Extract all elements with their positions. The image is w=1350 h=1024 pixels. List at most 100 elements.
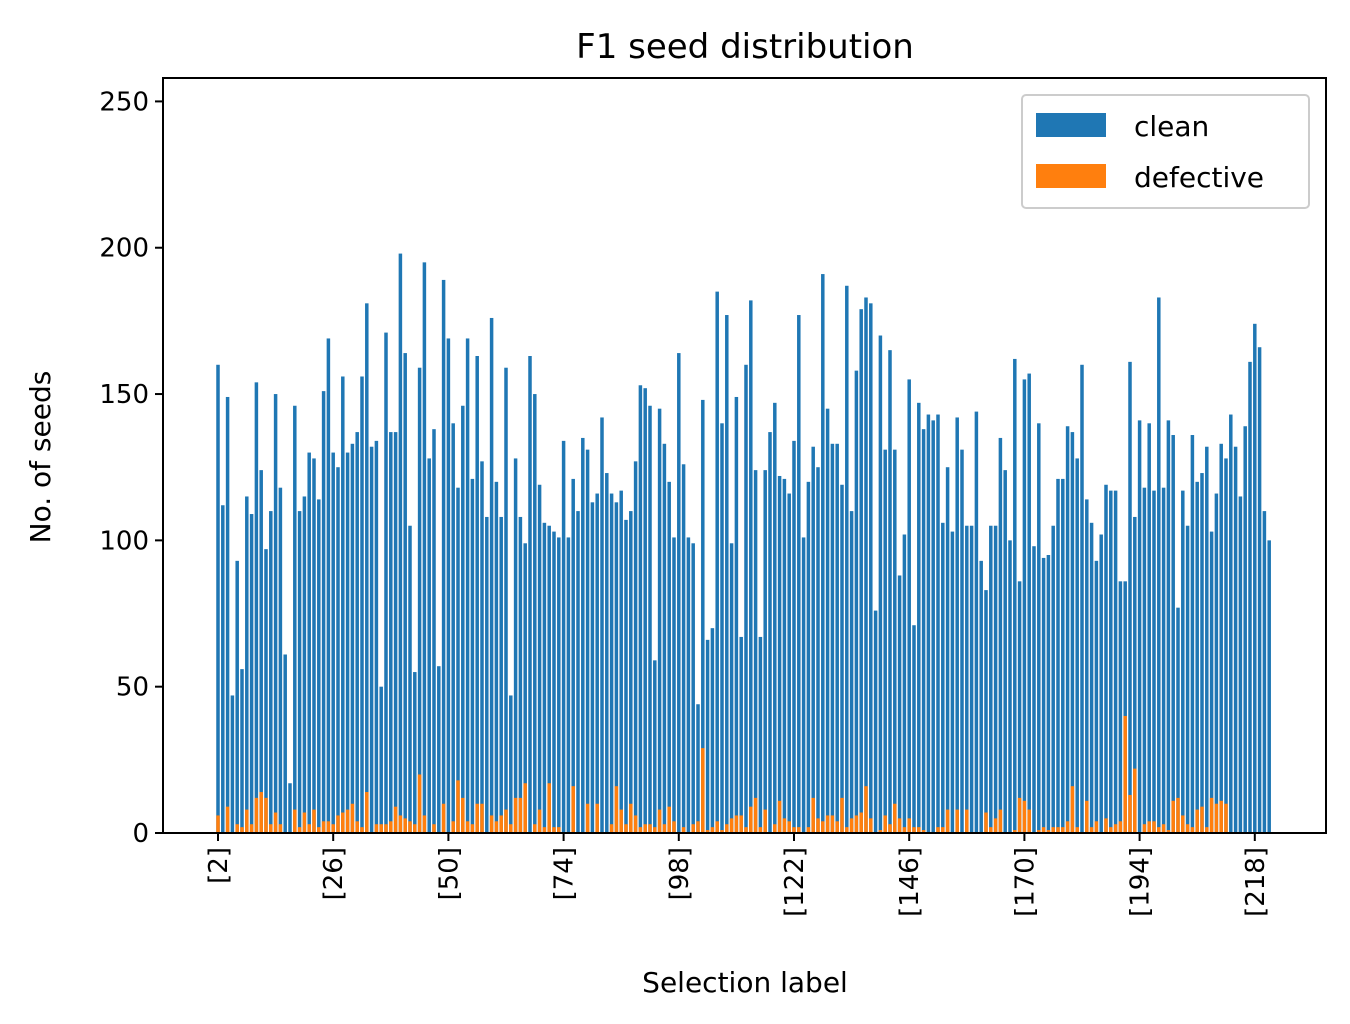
clean-bar <box>681 464 686 833</box>
clean-bar <box>1056 478 1060 833</box>
defective-bar <box>657 809 662 833</box>
clean-bar <box>840 484 844 833</box>
defective-bar <box>1041 827 1046 833</box>
clean-bar <box>965 525 969 833</box>
defective-bar <box>1085 800 1089 833</box>
clean-bar <box>691 543 695 833</box>
legend-swatch-defective <box>1036 164 1106 188</box>
clean-bar <box>216 364 220 833</box>
defective-bar <box>629 803 633 833</box>
clean-bar <box>403 353 407 833</box>
defective-bar <box>1152 821 1156 833</box>
clean-bar <box>576 511 580 833</box>
clean-bar <box>1205 446 1209 833</box>
defective-bar <box>998 809 1003 833</box>
defective-bar <box>552 827 556 833</box>
defective-bar <box>489 815 494 833</box>
defective-bar <box>240 827 244 833</box>
clean-bar <box>307 452 311 833</box>
clean-bar <box>446 338 451 833</box>
x-tick-label: [26] <box>319 847 349 900</box>
clean-bar <box>499 516 503 833</box>
clean-bar <box>1195 481 1199 833</box>
clean-bar <box>979 560 983 833</box>
defective-bar <box>821 821 825 833</box>
defective-bar <box>254 797 259 833</box>
clean-bar <box>302 496 307 833</box>
clean-bar <box>926 414 931 833</box>
defective-bar <box>864 786 868 833</box>
clean-bar <box>336 467 340 833</box>
clean-bar <box>653 660 657 833</box>
defective-bar <box>897 818 902 833</box>
clean-bar <box>1032 546 1036 833</box>
clean-bar <box>417 367 422 833</box>
clean-bar <box>797 315 801 833</box>
defective-bar <box>816 818 820 833</box>
clean-bar <box>849 511 854 833</box>
clean-bar <box>869 303 873 834</box>
clean-bar <box>1027 373 1031 833</box>
defective-bar <box>341 812 345 833</box>
defective-bar <box>1209 797 1214 833</box>
clean-bar <box>221 505 225 833</box>
defective-bar <box>345 809 350 833</box>
clean-bar <box>720 423 724 833</box>
defective-bar <box>504 809 508 833</box>
defective-bar <box>1185 824 1190 833</box>
defective-bar <box>307 824 311 833</box>
defective-bar <box>777 800 782 833</box>
clean-bar <box>369 446 374 833</box>
clean-bar <box>297 511 302 833</box>
defective-bar <box>758 827 763 833</box>
clean-bar <box>725 315 729 833</box>
defective-bar <box>1147 821 1151 833</box>
defective-bar <box>523 783 527 833</box>
defective-bar <box>763 809 767 833</box>
clean-bar <box>749 300 753 833</box>
defective-bar <box>441 803 446 833</box>
clean-bar <box>1008 540 1012 833</box>
defective-bar <box>317 827 321 833</box>
clean-bar <box>941 522 945 833</box>
clean-bar <box>293 405 297 833</box>
clean-bar <box>825 408 830 833</box>
clean-bar <box>475 356 479 833</box>
clean-bar <box>897 575 902 833</box>
clean-bars <box>216 253 1271 834</box>
defective-bar <box>273 812 278 833</box>
clean-bar <box>1051 525 1055 833</box>
clean-bar <box>1157 297 1161 834</box>
defective-bar <box>336 815 340 833</box>
clean-bar <box>317 499 321 833</box>
clean-bar <box>355 432 359 833</box>
clean-bar <box>633 461 638 833</box>
defective-bar <box>773 824 777 833</box>
clean-bar <box>432 429 436 833</box>
defective-bar <box>1027 809 1031 833</box>
clean-bar <box>859 309 863 833</box>
clean-bar <box>537 484 542 833</box>
defective-bar <box>557 827 561 833</box>
defective-bar <box>326 821 331 833</box>
defective-bar <box>1157 827 1161 833</box>
defective-bar <box>1017 797 1022 833</box>
clean-bar <box>422 262 427 833</box>
clean-bar <box>552 531 556 833</box>
clean-bar <box>571 478 575 833</box>
defective-bar <box>408 821 412 833</box>
clean-bar <box>984 590 988 833</box>
y-tick-label: 150 <box>99 380 149 410</box>
legend: clean defective <box>1021 94 1310 209</box>
defective-bar <box>1070 786 1075 833</box>
defective-bar <box>1051 827 1055 833</box>
clean-bar <box>1123 581 1127 833</box>
defective-bar <box>955 809 959 833</box>
clean-bar <box>701 399 705 833</box>
defective-bar <box>1123 715 1127 833</box>
defective-bar <box>614 786 619 833</box>
defective-bar <box>840 797 844 833</box>
defective-bar <box>494 821 499 833</box>
clean-bar <box>1248 361 1252 833</box>
clean-bar <box>269 511 273 833</box>
